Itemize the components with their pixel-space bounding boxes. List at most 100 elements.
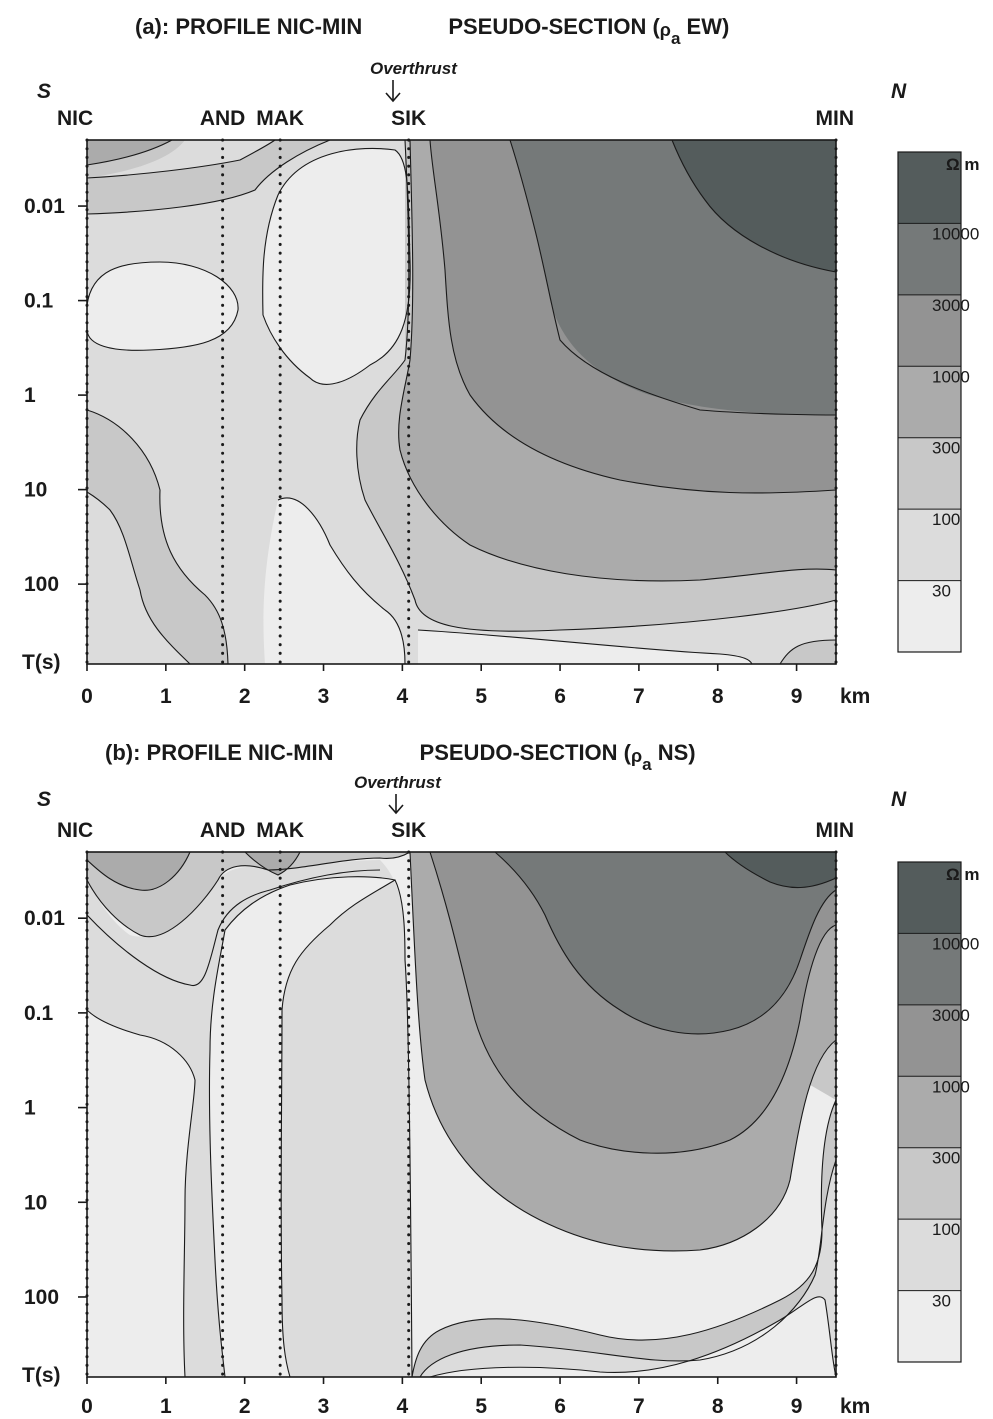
panel-a-station-label-nic: NIC	[57, 107, 93, 130]
panel-b-x-tick-label: 2	[239, 1395, 251, 1418]
panel-b-x-tick-label: 5	[475, 1395, 487, 1418]
panel-b-x-tick-label: 4	[397, 1395, 409, 1418]
panel-a-left-side-label: S	[37, 80, 51, 103]
panel-b-contour-line-3	[86, 851, 411, 938]
panel-b-y-tick-label: 0.01	[24, 907, 65, 930]
panel-a-contour-line-10	[398, 139, 837, 582]
panel-b-contour-line-2	[244, 851, 301, 876]
panel-a-region-1000-3000-topleft	[87, 140, 172, 165]
panel-b-axes: 0 1 2 3 4 5 6 7 8 9 0.01 0.1 1 10 100	[24, 907, 802, 1418]
panel-a-contour-line-14	[417, 629, 753, 665]
panel-b-legend-level-label: 1000	[932, 1077, 970, 1096]
panel-a-station-label-and: AND	[200, 107, 246, 130]
panel-a-legend: 10000 3000 1000 300 100 30 Ω m	[897, 151, 979, 653]
panel-a-contour-lines	[86, 139, 837, 665]
panel-a-contour-line-15	[779, 639, 837, 665]
panel-b-contour-line-5	[86, 869, 381, 986]
panel-b-ylabel: T(s)	[22, 1364, 61, 1387]
panel-a-legend-level-label: 10000	[932, 224, 979, 243]
panel-b-contour-line-12	[411, 1099, 837, 1378]
panel-a-ylabel: T(s)	[22, 651, 61, 674]
panel-a-legend-swatch	[898, 223, 961, 295]
panel-b-x-tick-label: 7	[633, 1395, 645, 1418]
panel-a-y-tick-label: 0.01	[24, 195, 65, 218]
panel-a-contour-line-11	[429, 139, 837, 494]
panel-b-contour-lines	[86, 851, 837, 1378]
panel-a-legend-swatch	[898, 437, 961, 510]
panel-a-region-300-1000-left	[87, 410, 228, 664]
panel-b-contour-line-10	[494, 851, 837, 1035]
panel-b-station-label-mak: MAK	[256, 819, 304, 842]
panel-b-contour-line-4	[86, 1009, 196, 1378]
panel-b-stations: NIC AND MAK SIK MIN	[57, 819, 855, 1379]
panel-b-region-gt-30000	[725, 852, 836, 888]
panel-a-contour-line-2	[86, 139, 173, 166]
panel-a-legend-level-label: 1000	[932, 367, 970, 386]
panel-b-overthrust-label: Overthrust	[354, 773, 442, 792]
panel-b-contour-line-8	[409, 851, 837, 1252]
panel-a-x-tick-label: 9	[791, 685, 803, 708]
panel-a-contour-line-13	[671, 139, 837, 273]
panel-a-right-side-label: N	[891, 80, 907, 103]
panel-b-contour-line-14	[429, 1296, 837, 1378]
panel-a-y-tick-label: 100	[24, 573, 59, 596]
panel-b-region-30-100-sik-bottom	[430, 1296, 836, 1377]
panel-b-contour-line-13	[419, 1159, 837, 1378]
panel-b-legend-level-label: 300	[932, 1149, 960, 1168]
panel-a-region-30-100-bottom	[263, 498, 405, 664]
panel-b-contour-plot	[86, 851, 837, 1378]
panel-a-x-tick-label: 5	[475, 685, 487, 708]
panel-b-x-tick-label: 8	[712, 1395, 724, 1418]
panel-a-x-tick-label: 3	[318, 685, 330, 708]
panel-b-legend-swatch	[898, 933, 961, 1005]
panel-a-legend-level-label: 100	[932, 510, 960, 529]
panel-b-x-tick-label: 9	[791, 1395, 803, 1418]
panel-a-title: (a): PROFILE NIC-MIN PSEUDO-SECTION (ρa E…	[135, 14, 729, 48]
panel-a-legend-level-label: 30	[932, 582, 951, 601]
panel-a-legend-swatch	[898, 152, 961, 224]
panel-a-region-30-100-left	[87, 262, 239, 351]
panel-a-contour-line-1	[86, 139, 276, 179]
panel-a-contour-fills	[87, 140, 836, 664]
panel-b-x-tick-label: 3	[318, 1395, 330, 1418]
panel-a-contour-line-12	[509, 139, 837, 416]
panel-a-contour-plot	[86, 139, 837, 665]
panel-b-contour-fills	[87, 852, 836, 1377]
panel-b-xlabel: km	[840, 1395, 870, 1418]
panel-b-contour-line-1	[86, 851, 191, 891]
panel-b: (b): PROFILE NIC-MIN PSEUDO-SECTION (ρa N…	[22, 740, 979, 1418]
panel-a-overthrust-label: Overthrust	[370, 59, 458, 78]
panel-a-region-gt-30000	[672, 140, 836, 272]
panel-a-x-tick-label: 2	[239, 685, 251, 708]
panel-b-legend-swatch	[898, 1004, 961, 1077]
panel-a-contour-line-7	[86, 491, 191, 665]
panel-a-axes: 0 1 2 3 4 5 6 7 8 9 0.01 0.1 1 10 100	[24, 195, 802, 708]
panel-b-legend-frame	[897, 861, 962, 1363]
panel-b-station-label-and: AND	[200, 819, 246, 842]
panel-a-xlabel: km	[840, 685, 870, 708]
panel-b-title: (b): PROFILE NIC-MIN PSEUDO-SECTION (ρa N…	[105, 740, 696, 774]
panel-a-contour-line-9	[356, 139, 837, 632]
panel-b-y-tick-label: 100	[24, 1286, 59, 1309]
panel-a-y-tick-label: 1	[24, 384, 36, 407]
panel-b-region-1000-3000-left	[87, 852, 190, 891]
panel-b-legend-swatch	[898, 1076, 961, 1148]
panel-a-x-tick-label: 8	[712, 685, 724, 708]
panel-a-overthrust-arrow-icon	[385, 80, 401, 103]
panel-a-region-bottom-strip	[418, 630, 752, 664]
panel-a-legend-swatch	[898, 580, 961, 652]
panel-b-right-side-label: N	[891, 788, 907, 811]
panel-b-y-tick-label: 1	[24, 1097, 36, 1120]
panel-a-x-tick-label: 1	[160, 685, 172, 708]
panel-b-legend-swatch	[898, 1219, 961, 1291]
panel-b-station-label-nic: NIC	[57, 819, 93, 842]
panel-a-contour-line-3	[86, 139, 331, 215]
panel-a-contour-line-4	[86, 261, 239, 351]
panel-a-legend-swatch	[898, 509, 961, 581]
panel-b-left-side-label: S	[37, 788, 51, 811]
panel-b-region-100-300-and	[87, 860, 412, 1377]
panel-a-station-label-mak: MAK	[256, 107, 304, 130]
panel-b-x-tick-label: 6	[554, 1395, 566, 1418]
panel-b-station-label-min: MIN	[816, 819, 855, 842]
